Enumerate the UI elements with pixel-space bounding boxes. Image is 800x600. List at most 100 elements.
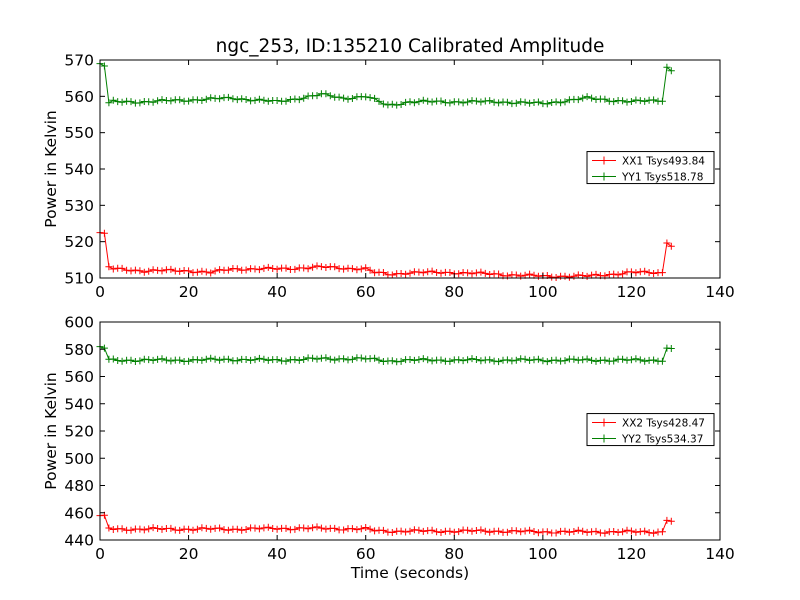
data-point: [592, 270, 600, 278]
data-point: [118, 525, 126, 533]
data-point: [486, 97, 494, 105]
x-tick-label: 40: [267, 283, 287, 301]
data-point: [158, 267, 166, 275]
data-point: [658, 97, 666, 105]
data-point: [326, 92, 334, 100]
data-point: [543, 358, 551, 366]
data-point: [185, 357, 193, 365]
data-point: [636, 356, 644, 364]
data-point: [202, 524, 210, 532]
data-point: [464, 526, 472, 534]
data-point: [450, 528, 458, 536]
data-point: [410, 526, 418, 534]
data-point: [233, 357, 241, 365]
data-point: [601, 95, 609, 103]
data-point: [455, 528, 463, 536]
y-axis-label: Power in Kelvin: [42, 110, 60, 227]
data-point: [406, 98, 414, 106]
data-point: [176, 267, 184, 275]
data-point: [131, 266, 139, 274]
data-point: [185, 525, 193, 533]
data-point: [641, 357, 649, 365]
data-point: [663, 63, 671, 71]
x-tick-label: 120: [617, 545, 647, 563]
chart-title: ngc_253, ID:135210 Calibrated Amplitude: [216, 36, 605, 57]
data-point: [149, 524, 157, 532]
data-point: [526, 526, 534, 534]
data-point: [433, 269, 441, 276]
data-point: [641, 527, 649, 535]
data-point: [579, 527, 587, 535]
data-point: [561, 272, 569, 280]
data-point: [636, 97, 644, 105]
data-point: [410, 356, 418, 364]
data-point: [371, 527, 379, 535]
x-tick-label: 120: [617, 283, 647, 301]
data-point: [379, 100, 387, 108]
data-point: [388, 357, 396, 365]
data-point: [353, 526, 361, 534]
legend-marker: [600, 418, 608, 427]
data-point: [455, 270, 463, 278]
data-point: [136, 99, 144, 107]
data-point: [627, 527, 635, 535]
data-point: [548, 99, 556, 106]
y-tick-label: 440: [64, 532, 94, 550]
data-point: [193, 268, 201, 276]
x-tick-label: 0: [95, 545, 105, 563]
data-point: [251, 96, 259, 104]
data-point: [565, 528, 573, 536]
data-point: [521, 355, 529, 363]
data-point: [397, 101, 405, 108]
data-point: [517, 528, 525, 536]
series-2-2: [96, 343, 675, 366]
data-point: [224, 93, 232, 101]
data-point: [424, 97, 432, 105]
data-point: [348, 525, 356, 533]
y-tick-label: 560: [64, 368, 94, 386]
x-axis-label: Time (seconds): [350, 564, 469, 582]
data-point: [574, 356, 582, 364]
data-point: [202, 95, 210, 103]
data-point: [335, 93, 343, 101]
x-tick-label: 60: [356, 545, 376, 563]
data-point: [632, 269, 640, 277]
data-point: [309, 524, 317, 532]
data-point: [185, 97, 193, 105]
y-tick-label: 540: [64, 161, 94, 179]
data-point: [477, 268, 485, 276]
y-tick-label: 510: [64, 270, 94, 288]
data-point: [472, 356, 480, 363]
data-point: [517, 272, 525, 280]
data-point: [610, 357, 618, 365]
data-point: [251, 265, 259, 273]
data-point: [570, 272, 578, 280]
data-point: [193, 525, 201, 533]
data-point: [530, 528, 538, 535]
data-point: [472, 527, 480, 534]
data-point: [291, 525, 299, 533]
data-point: [565, 273, 573, 281]
data-point: [255, 95, 263, 103]
legend: XX2 Tsys428.47 YY2 Tsys534.37: [586, 413, 715, 447]
data-point: [304, 525, 312, 533]
data-point: [557, 99, 565, 107]
data-point: [641, 97, 649, 105]
data-point: [446, 269, 454, 276]
data-point: [371, 94, 379, 102]
data-point: [344, 95, 352, 103]
data-point: [592, 527, 600, 535]
data-point: [632, 355, 640, 363]
data-point: [371, 354, 379, 362]
data-point: [317, 263, 325, 271]
data-point: [379, 526, 387, 534]
data-point: [472, 269, 480, 277]
series-1-2: [96, 60, 675, 109]
data-point: [543, 528, 551, 536]
data-point: [136, 525, 144, 533]
data-point: [176, 96, 184, 104]
data-point: [455, 98, 463, 106]
data-point: [348, 355, 356, 363]
data-point: [331, 263, 339, 271]
data-point: [619, 97, 627, 105]
